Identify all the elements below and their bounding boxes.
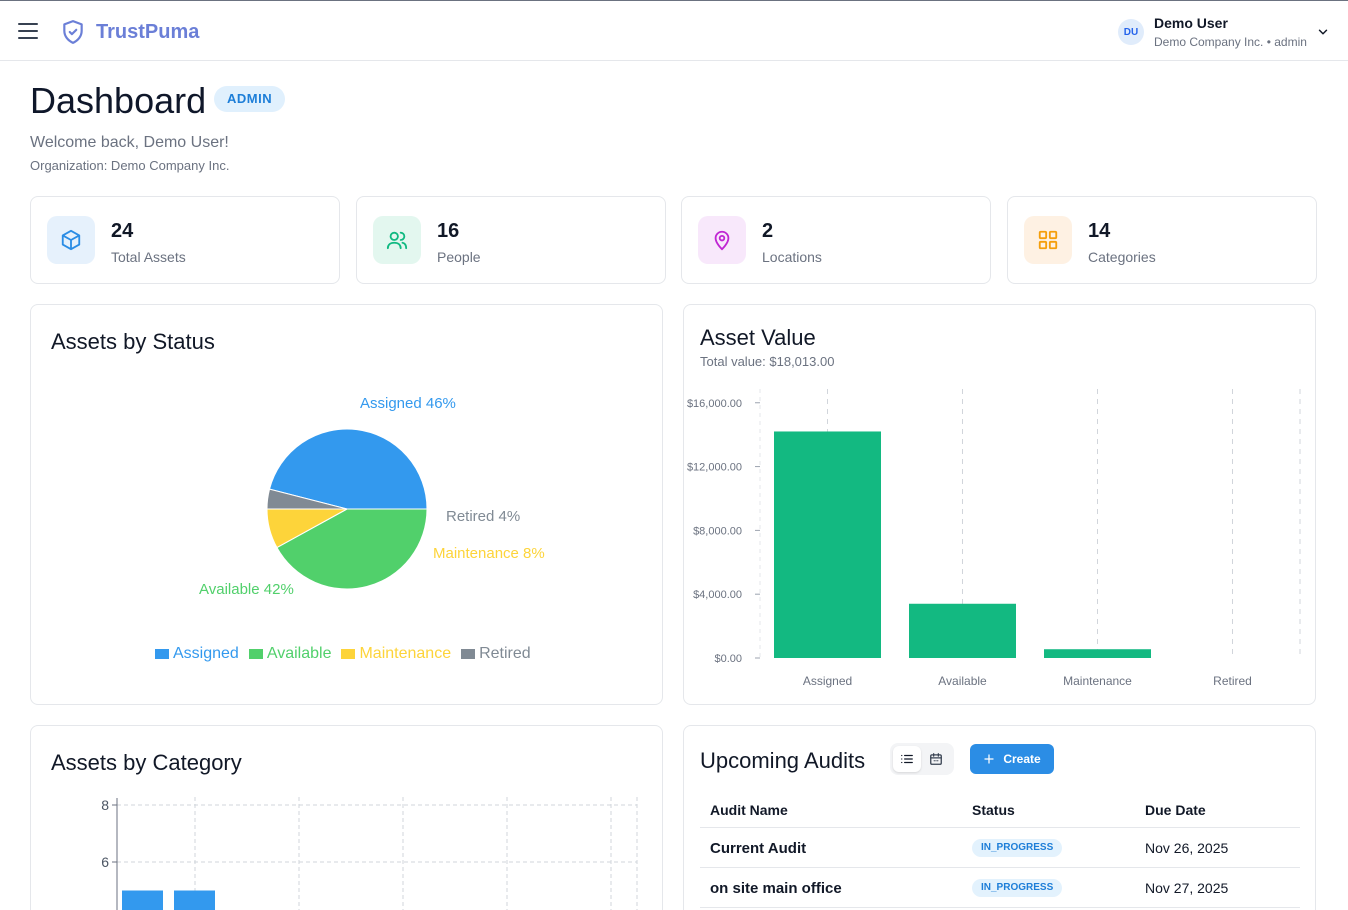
due-date: Nov 26, 2025 (1145, 840, 1229, 856)
y-tick-label: $16,000.00 (687, 398, 742, 410)
column-header-due-date[interactable]: Due Date (1145, 802, 1206, 818)
user-organization-role: Demo Company Inc. • admin (1154, 35, 1307, 49)
stat-value: 14 (1088, 220, 1111, 242)
status-pie-chart (266, 428, 428, 590)
table-header: Audit Name Status Due Date (700, 796, 1300, 828)
total-value: Total value: $18,013.00 (700, 354, 835, 369)
page-title: Dashboard (30, 80, 207, 121)
stat-card-locations[interactable]: 2 Locations (681, 196, 991, 284)
x-tick-label: Assigned (803, 674, 852, 688)
upcoming-audits-panel: Upcoming Audits Create Audit Name Status… (683, 725, 1316, 910)
user-name[interactable]: Demo User (1154, 15, 1228, 31)
create-audit-button[interactable]: Create (970, 744, 1054, 774)
stat-value: 2 (762, 220, 774, 242)
stat-label: Total Assets (111, 249, 186, 265)
panel-title: Asset Value (700, 325, 816, 350)
y-tick-label: 6 (101, 854, 109, 870)
stat-card-total-assets[interactable]: 24 Total Assets (30, 196, 340, 284)
stat-value: 16 (437, 220, 460, 242)
bar-assigned[interactable] (774, 431, 881, 658)
y-tick-label: $8,000.00 (693, 525, 742, 537)
welcome-message: Welcome back, Demo User! (30, 134, 229, 151)
role-badge: ADMIN (214, 86, 286, 112)
view-toggle (890, 743, 954, 775)
due-date: Nov 27, 2025 (1145, 880, 1229, 896)
column-header-status[interactable]: Status (972, 802, 1015, 818)
legend-item-retired[interactable]: Retired (461, 645, 531, 663)
shield-check-icon[interactable] (60, 19, 86, 45)
legend-item-available[interactable]: Available (248, 645, 331, 663)
x-tick-label: Retired (1213, 674, 1252, 688)
legend-item-maintenance[interactable]: Maintenance (341, 645, 451, 663)
chevron-down-icon[interactable] (1316, 25, 1330, 39)
audits-table: Audit Name Status Due Date Current Audit… (700, 796, 1300, 908)
create-label: Create (1003, 752, 1041, 766)
pie-label-available: Available 42% (199, 581, 294, 598)
pie-slice-assigned[interactable] (268, 428, 428, 510)
calendar-view-icon[interactable] (922, 746, 950, 772)
pie-label-retired: Retired 4% (446, 508, 521, 525)
stat-label: Categories (1088, 249, 1156, 265)
x-tick-label: Available (938, 674, 987, 688)
table-row[interactable]: on site main office IN_PROGRESS Nov 27, … (700, 868, 1300, 908)
list-view-icon[interactable] (893, 746, 921, 772)
avatar[interactable]: DU (1118, 19, 1144, 45)
legend-item-assigned[interactable]: Assigned (155, 645, 239, 663)
panel-title: Assets by Status (51, 329, 215, 354)
y-tick-label: $12,000.00 (687, 462, 742, 474)
map-pin-icon (698, 216, 746, 264)
stat-label: Locations (762, 249, 822, 265)
stat-card-categories[interactable]: 14 Categories (1007, 196, 1317, 284)
panel-title: Assets by Category (51, 750, 242, 775)
cube-icon (47, 216, 95, 264)
audit-name[interactable]: Current Audit (710, 840, 807, 857)
pie-slice-retired[interactable] (266, 488, 348, 510)
asset-value-panel: Asset Value Total value: $18,013.00 $0.0… (683, 304, 1316, 705)
audit-name[interactable]: on site main office (710, 880, 842, 897)
pie-slice-available[interactable] (276, 508, 428, 590)
y-tick-label: 8 (101, 797, 109, 813)
asset-value-bar-chart: $0.00 $4,000.00 $8,000.00 $12,000.00 $16,000… (687, 389, 1301, 688)
assets-by-status-panel: Assets by Status Assigned 46% Retired 4%… (30, 304, 663, 705)
y-tick-label: $0.00 (714, 653, 742, 665)
stat-value: 24 (111, 220, 134, 242)
bar-available[interactable] (909, 603, 1016, 658)
y-tick-label: $4,000.00 (693, 589, 742, 601)
brand-name[interactable]: TrustPuma (96, 21, 200, 43)
category-bar[interactable] (174, 890, 215, 910)
users-icon (373, 216, 421, 264)
stat-card-people[interactable]: 16 People (356, 196, 666, 284)
pie-legend: Assigned Available Maintenance Retired (155, 645, 531, 663)
x-tick-label: Maintenance (1063, 674, 1132, 688)
stat-label: People (437, 249, 481, 265)
category-bar[interactable] (122, 890, 163, 910)
menu-icon[interactable] (18, 23, 38, 39)
pie-label-assigned: Assigned 46% (360, 395, 456, 412)
pie-label-maintenance: Maintenance 8% (433, 545, 545, 562)
bar-maintenance[interactable] (1044, 649, 1151, 658)
top-bar: TrustPuma DU Demo User Demo Company Inc.… (0, 0, 1348, 61)
plus-icon (984, 754, 994, 764)
organization-label: Organization: Demo Company Inc. (30, 158, 230, 173)
status-badge: IN_PROGRESS (972, 879, 1063, 897)
status-badge: IN_PROGRESS (972, 839, 1063, 857)
column-header-audit-name[interactable]: Audit Name (710, 802, 788, 818)
panel-title: Upcoming Audits (700, 748, 866, 773)
grid-icon (1024, 216, 1072, 264)
category-bar-chart: 68 (101, 797, 638, 910)
table-row[interactable]: Current Audit IN_PROGRESS Nov 26, 2025 (700, 828, 1300, 868)
